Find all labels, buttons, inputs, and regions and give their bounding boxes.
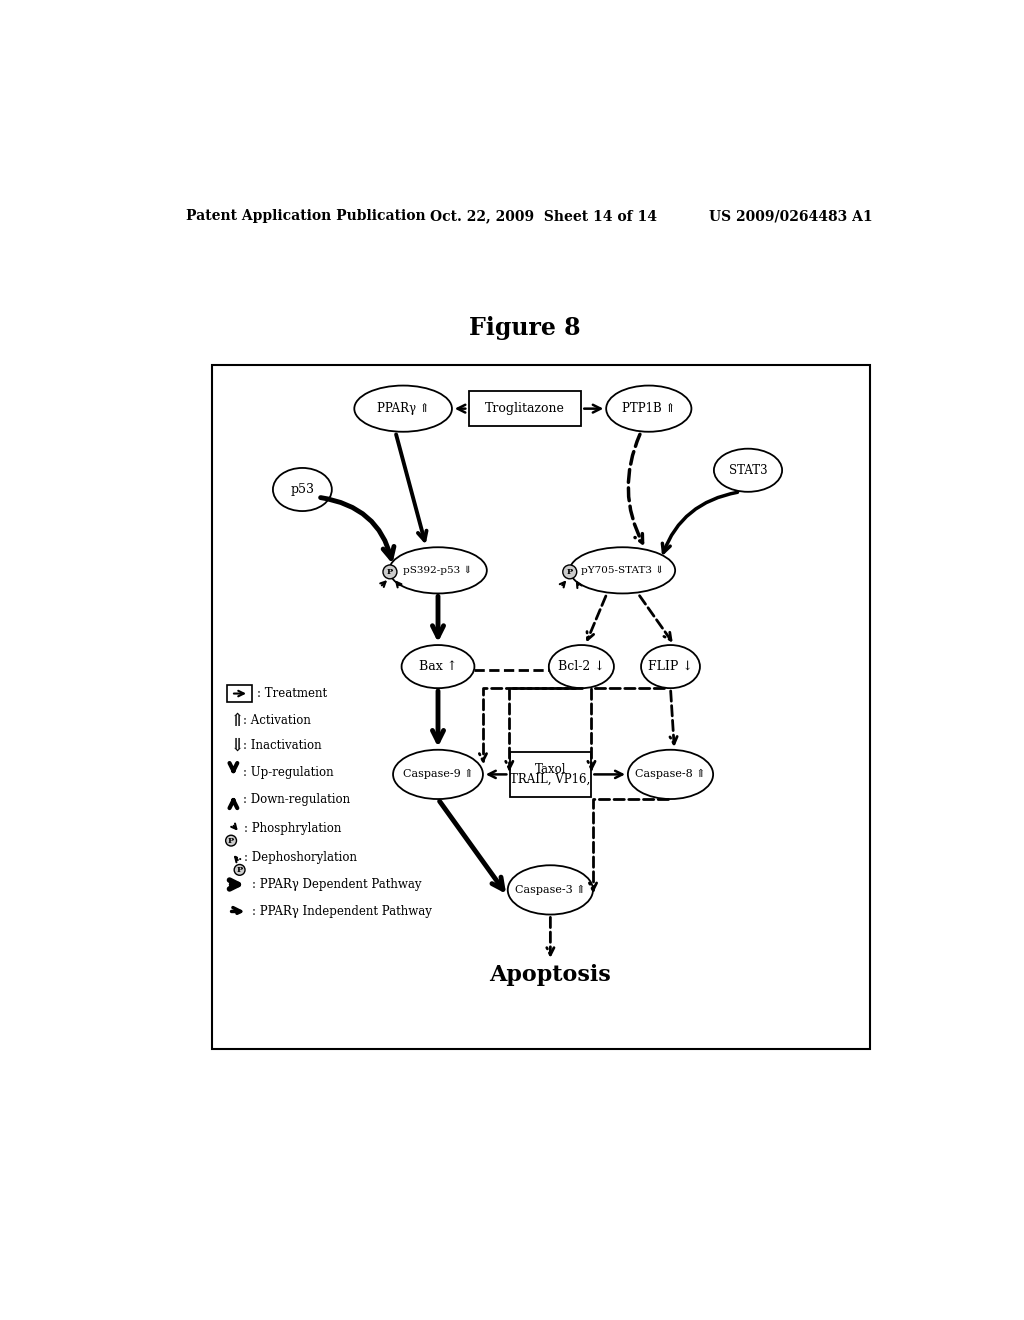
Ellipse shape [393, 750, 483, 799]
Text: : Dephoshorylation: : Dephoshorylation [245, 851, 357, 865]
Ellipse shape [225, 836, 237, 846]
Text: PPARγ ⇑: PPARγ ⇑ [377, 403, 429, 416]
Text: STAT3: STAT3 [729, 463, 767, 477]
Text: P: P [228, 837, 234, 845]
Text: Caspase-9 ⇑: Caspase-9 ⇑ [402, 770, 473, 780]
Text: Apoptosis: Apoptosis [489, 964, 611, 986]
Text: Patent Application Publication: Patent Application Publication [186, 209, 426, 223]
Text: Figure 8: Figure 8 [469, 315, 581, 339]
Text: PTP1B ⇑: PTP1B ⇑ [623, 403, 676, 416]
Ellipse shape [389, 548, 486, 594]
Ellipse shape [383, 565, 397, 578]
Text: Caspase-3 ⇑: Caspase-3 ⇑ [515, 884, 586, 895]
Ellipse shape [628, 750, 713, 799]
Text: P: P [237, 866, 243, 874]
Ellipse shape [354, 385, 452, 432]
Text: : PPARγ Dependent Pathway: : PPARγ Dependent Pathway [252, 878, 422, 891]
Bar [469, 391, 581, 426]
Text: P: P [566, 568, 572, 576]
Ellipse shape [401, 645, 474, 688]
Text: Bcl-2 ↓: Bcl-2 ↓ [558, 660, 605, 673]
Text: : Up-regulation: : Up-regulation [243, 766, 334, 779]
Text: FLIP ↓: FLIP ↓ [648, 660, 693, 673]
Bar [227, 685, 252, 702]
Text: ⇓: ⇓ [228, 737, 244, 755]
Bar [510, 752, 591, 797]
Text: : Down-regulation: : Down-regulation [243, 792, 350, 805]
Text: : PPARγ Independent Pathway: : PPARγ Independent Pathway [252, 906, 432, 917]
Text: Troglitazone: Troglitazone [484, 403, 565, 416]
Text: pY705-STAT3 ⇓: pY705-STAT3 ⇓ [581, 566, 664, 576]
Ellipse shape [234, 865, 245, 875]
Text: : Activation: : Activation [243, 714, 310, 727]
Ellipse shape [508, 866, 593, 915]
Text: : Inactivation: : Inactivation [243, 739, 322, 752]
Text: ⇑: ⇑ [228, 711, 244, 730]
Ellipse shape [569, 548, 675, 594]
Text: p53: p53 [291, 483, 314, 496]
Text: Taxol: Taxol [535, 763, 566, 776]
Text: : Treatment: : Treatment [257, 686, 327, 700]
Text: Oct. 22, 2009  Sheet 14 of 14: Oct. 22, 2009 Sheet 14 of 14 [430, 209, 657, 223]
Ellipse shape [641, 645, 700, 688]
Text: TRAIL, VP16,: TRAIL, VP16, [510, 774, 591, 785]
Text: P: P [387, 568, 393, 576]
Text: US 2009/0264483 A1: US 2009/0264483 A1 [710, 209, 872, 223]
Ellipse shape [563, 565, 577, 578]
Text: : Phosphrylation: : Phosphrylation [245, 822, 342, 834]
Ellipse shape [273, 469, 332, 511]
Text: Caspase-8 ⇑: Caspase-8 ⇑ [635, 770, 706, 780]
Text: Bax ↑: Bax ↑ [419, 660, 457, 673]
Text: pS392-p53 ⇓: pS392-p53 ⇓ [403, 566, 473, 576]
Ellipse shape [606, 385, 691, 432]
Ellipse shape [714, 449, 782, 492]
Bar [212, 364, 870, 1048]
Ellipse shape [549, 645, 614, 688]
